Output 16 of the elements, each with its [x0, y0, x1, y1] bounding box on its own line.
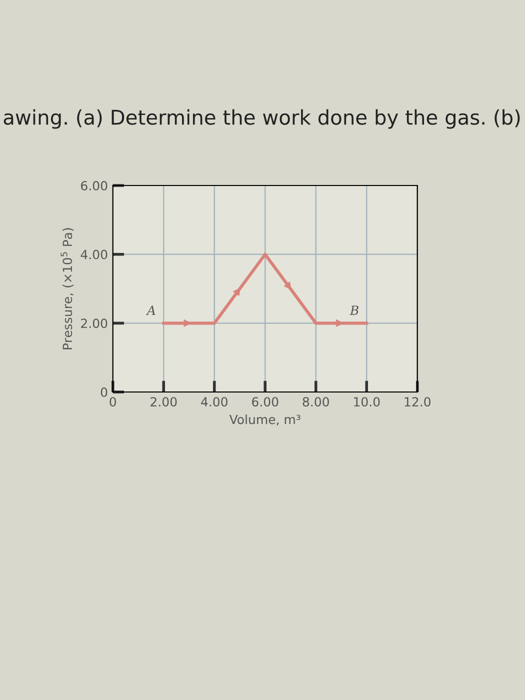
annotation: A: [146, 306, 156, 315]
x-tick-label: 8.00: [302, 397, 329, 407]
x-axis-title: Volume, m³: [229, 414, 300, 426]
x-tick-label: 4.00: [201, 397, 228, 407]
y-axis-title: Pressure, (×10$^{5}$ Pa): [60, 228, 74, 350]
y-tick-label: 0: [100, 387, 108, 397]
y-tick-label: 6.00: [81, 180, 108, 190]
annotation: B: [350, 306, 358, 315]
x-tick-label: 12.0: [404, 397, 430, 407]
x-tick-label: 2.00: [150, 397, 177, 407]
x-tick-label: 0: [110, 397, 116, 407]
x-tick-label: 6.00: [252, 397, 278, 407]
y-tick-label: 4.00: [80, 250, 108, 260]
y-tick-label: 2.00: [81, 318, 108, 328]
x-tick-label: 10.0: [354, 397, 380, 407]
chart-title: awing. (a) Determine the work done by the gas. (b): [4, 109, 520, 129]
